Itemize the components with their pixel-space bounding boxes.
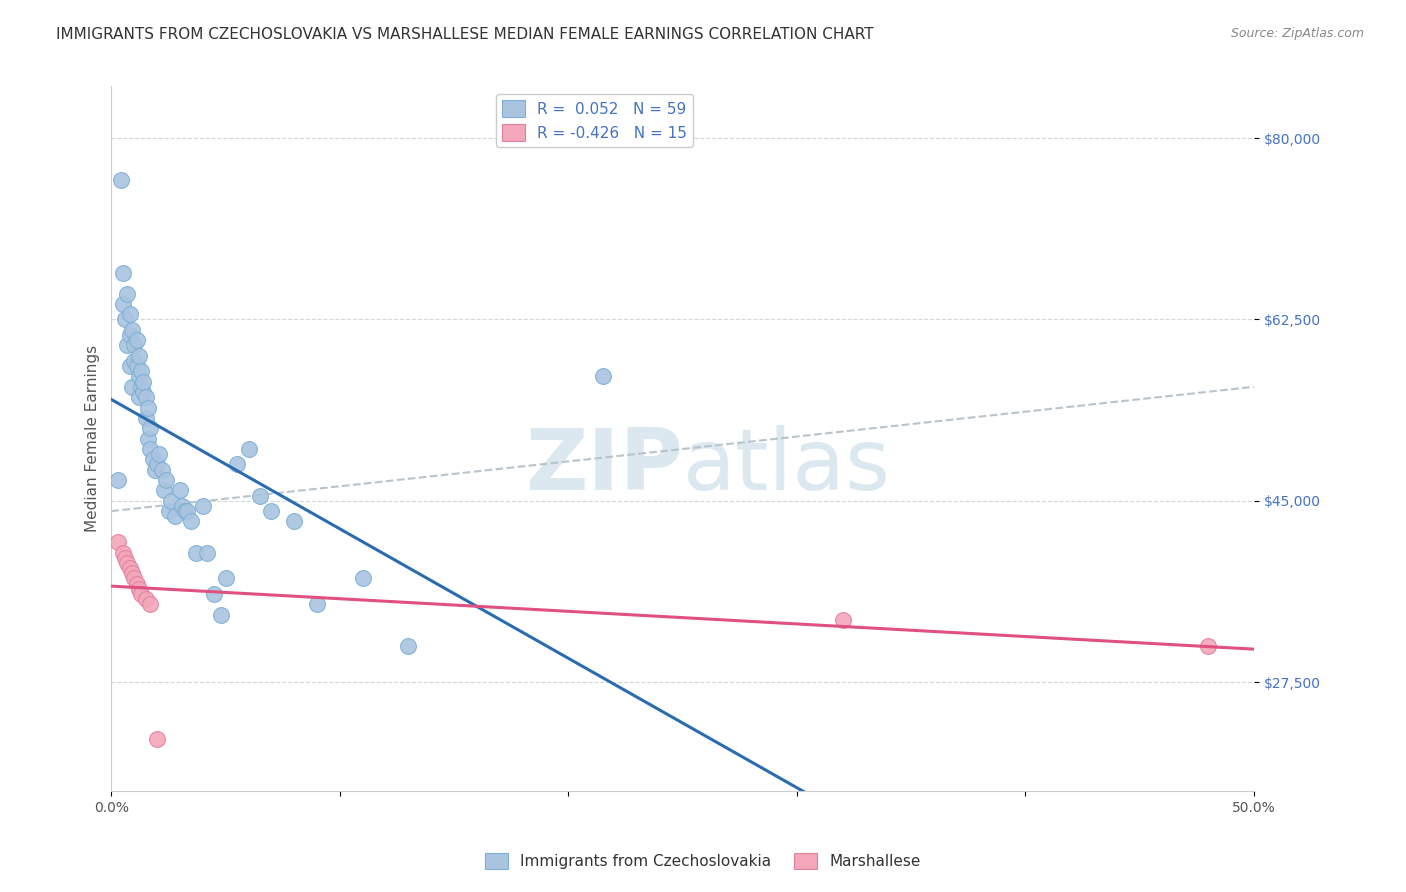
Point <box>159 493 181 508</box>
Point <box>249 489 271 503</box>
Point <box>157 504 180 518</box>
Point <box>153 483 176 498</box>
Point <box>129 587 152 601</box>
Point <box>831 613 853 627</box>
Point <box>214 571 236 585</box>
Point <box>1197 639 1219 653</box>
Point <box>129 380 152 394</box>
Point <box>111 266 134 280</box>
Point <box>283 515 305 529</box>
Point <box>143 463 166 477</box>
Point <box>141 452 163 467</box>
Point <box>121 380 143 394</box>
Point <box>135 410 157 425</box>
Point <box>180 515 202 529</box>
Legend: R =  0.052   N = 59, R = -0.426   N = 15: R = 0.052 N = 59, R = -0.426 N = 15 <box>496 94 693 147</box>
Point <box>118 561 141 575</box>
Text: ZIP: ZIP <box>524 425 683 508</box>
Point <box>111 297 134 311</box>
Text: Source: ZipAtlas.com: Source: ZipAtlas.com <box>1230 27 1364 40</box>
Point <box>202 587 225 601</box>
Point <box>125 333 148 347</box>
Point <box>118 359 141 373</box>
Point <box>169 483 191 498</box>
Point <box>125 576 148 591</box>
Text: atlas: atlas <box>683 425 890 508</box>
Point <box>129 364 152 378</box>
Point <box>209 607 232 622</box>
Y-axis label: Median Female Earnings: Median Female Earnings <box>86 345 100 533</box>
Legend: Immigrants from Czechoslovakia, Marshallese: Immigrants from Czechoslovakia, Marshall… <box>479 847 927 875</box>
Point <box>111 545 134 559</box>
Point <box>118 307 141 321</box>
Point <box>135 390 157 404</box>
Point <box>117 338 139 352</box>
Point <box>128 582 150 596</box>
Point <box>128 390 150 404</box>
Point <box>107 473 129 487</box>
Point <box>136 432 159 446</box>
Point <box>150 463 173 477</box>
Point <box>122 338 145 352</box>
Point <box>128 369 150 384</box>
Point <box>195 545 218 559</box>
Point <box>114 550 136 565</box>
Point <box>398 639 420 653</box>
Point <box>173 504 195 518</box>
Point <box>121 566 143 581</box>
Point <box>226 458 249 472</box>
Point <box>122 354 145 368</box>
Point <box>305 598 328 612</box>
Point <box>132 384 155 399</box>
Point <box>114 312 136 326</box>
Point <box>121 323 143 337</box>
Point <box>136 401 159 415</box>
Point <box>260 504 283 518</box>
Point <box>352 571 374 585</box>
Point <box>148 447 170 461</box>
Point <box>176 504 198 518</box>
Point <box>172 499 194 513</box>
Point <box>122 571 145 585</box>
Point <box>592 369 614 384</box>
Point <box>125 359 148 373</box>
Point <box>146 458 169 472</box>
Point <box>155 473 177 487</box>
Point <box>139 598 162 612</box>
Point <box>135 592 157 607</box>
Point <box>165 509 187 524</box>
Point <box>110 172 132 186</box>
Point <box>107 535 129 549</box>
Point <box>184 545 207 559</box>
Text: IMMIGRANTS FROM CZECHOSLOVAKIA VS MARSHALLESE MEDIAN FEMALE EARNINGS CORRELATION: IMMIGRANTS FROM CZECHOSLOVAKIA VS MARSHA… <box>56 27 875 42</box>
Point <box>118 328 141 343</box>
Point <box>238 442 260 456</box>
Point <box>128 349 150 363</box>
Point <box>139 442 162 456</box>
Point <box>117 286 139 301</box>
Point <box>132 375 155 389</box>
Point <box>139 421 162 435</box>
Point <box>117 556 139 570</box>
Point <box>191 499 214 513</box>
Point <box>146 732 169 747</box>
